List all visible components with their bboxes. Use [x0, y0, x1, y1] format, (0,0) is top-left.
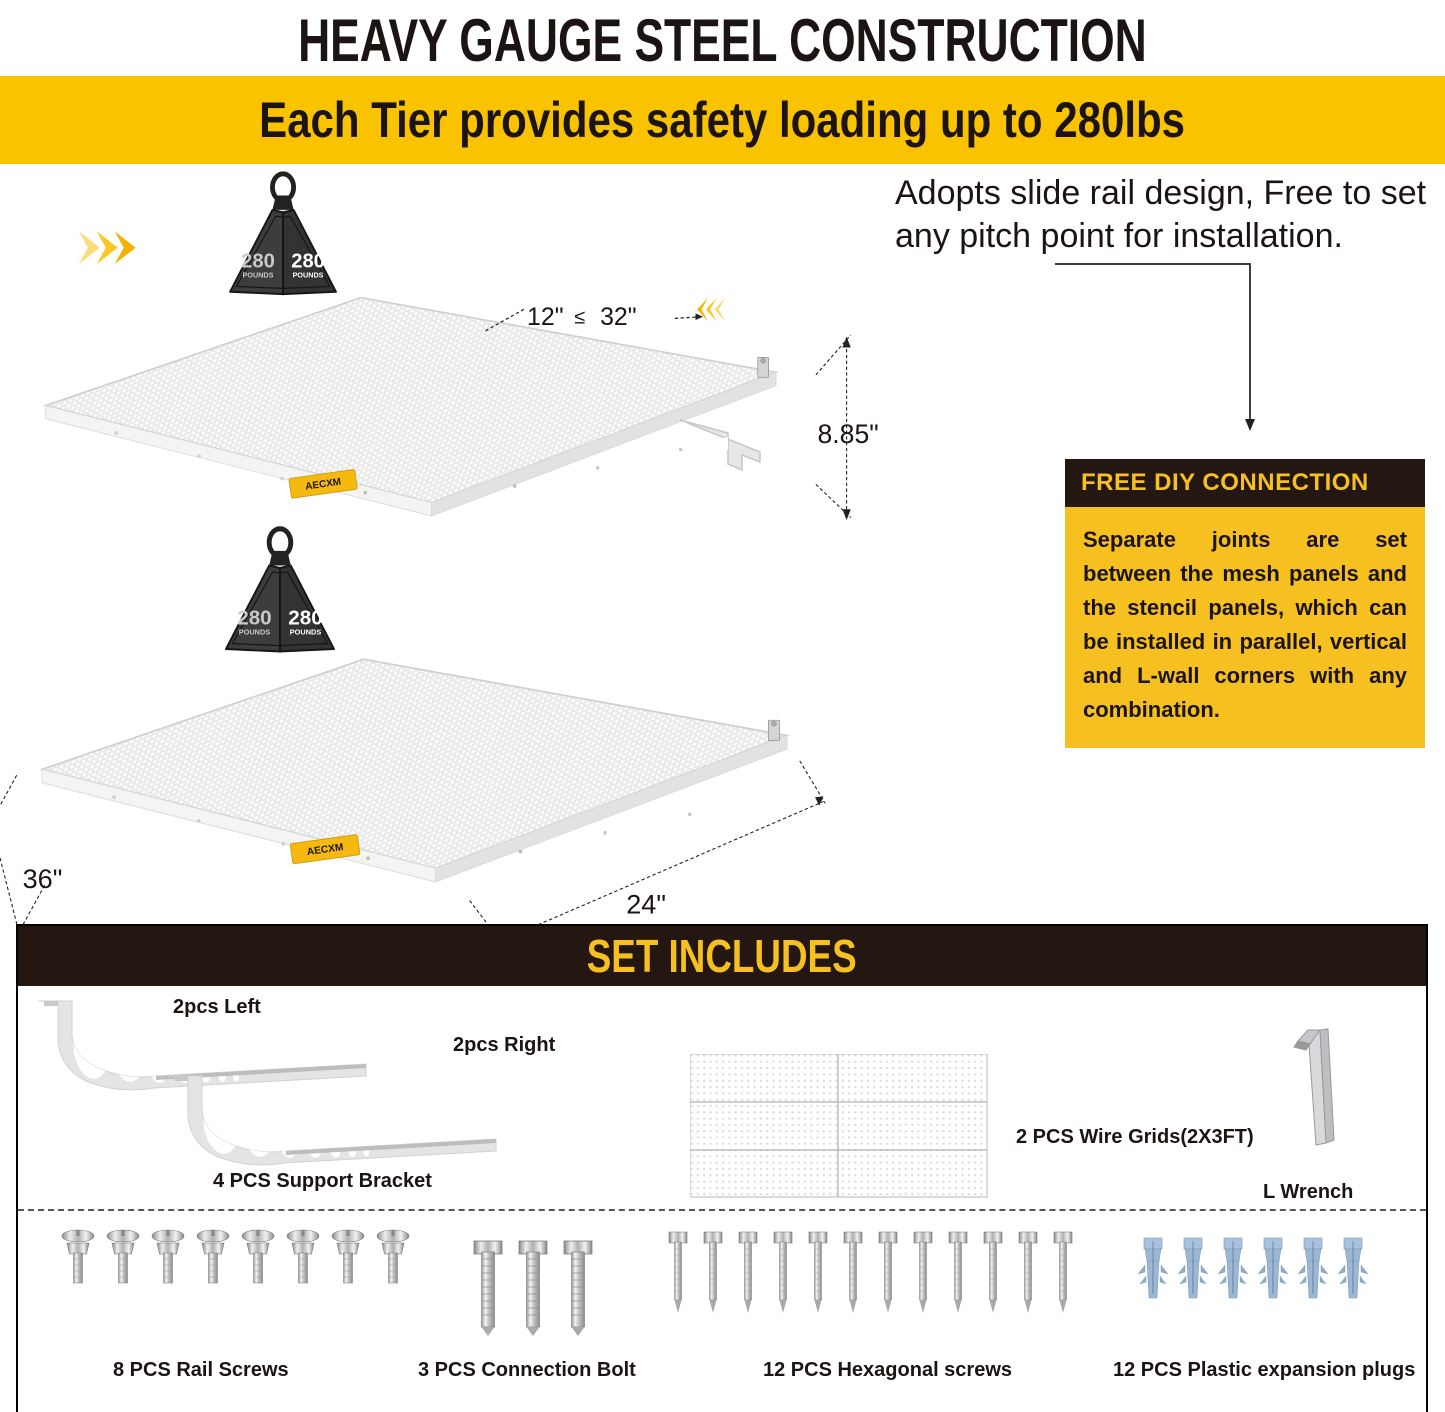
svg-text:280: 280	[291, 251, 325, 273]
svg-text:POUNDS: POUNDS	[243, 270, 274, 279]
svg-text:32": 32"	[600, 303, 637, 331]
svg-text:280: 280	[288, 606, 322, 629]
svg-text:≤: ≤	[574, 306, 585, 328]
svg-text:8.85": 8.85"	[818, 419, 879, 449]
svg-text:280: 280	[237, 606, 271, 629]
svg-text:36": 36"	[23, 863, 63, 894]
svg-text:12": 12"	[527, 303, 564, 331]
svg-text:280: 280	[241, 251, 275, 273]
svg-text:24": 24"	[626, 888, 666, 919]
svg-text:POUNDS: POUNDS	[290, 627, 322, 636]
svg-text:POUNDS: POUNDS	[293, 270, 324, 279]
svg-text:POUNDS: POUNDS	[239, 627, 271, 636]
